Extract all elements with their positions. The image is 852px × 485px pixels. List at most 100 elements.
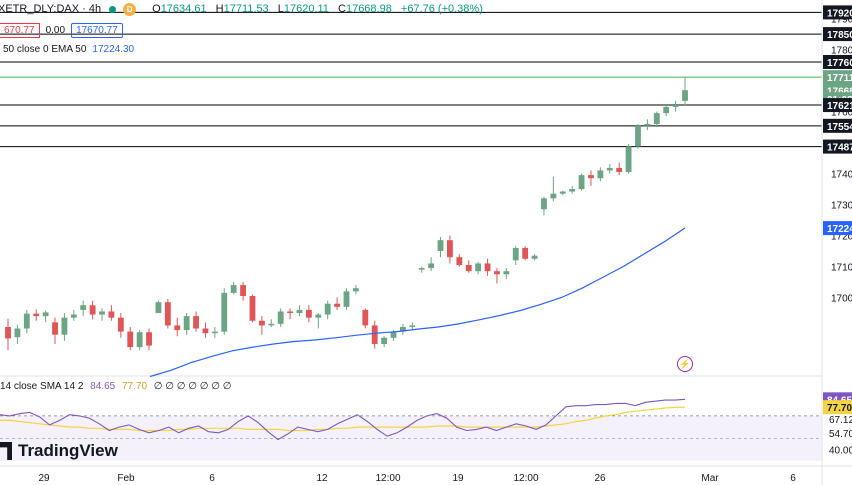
time-tick-label: 26 xyxy=(594,473,606,484)
price-tag-label: 17224 xyxy=(827,224,852,235)
tradingview-logo[interactable]: TradingView xyxy=(0,441,118,461)
price-tag-label: 17711 xyxy=(827,73,852,84)
candle xyxy=(183,316,190,331)
sell-button[interactable]: 670.77 xyxy=(0,22,40,38)
rsi-tick-label: 40.00 xyxy=(829,446,852,457)
candle xyxy=(5,326,11,339)
candle xyxy=(146,332,152,346)
candle xyxy=(296,309,303,314)
candle xyxy=(33,313,40,317)
rsi-tag xyxy=(823,400,852,415)
candle xyxy=(672,105,679,107)
candle xyxy=(117,317,124,332)
rsi-sma-line xyxy=(0,406,686,432)
candle xyxy=(625,146,632,173)
ema-line xyxy=(149,227,686,378)
candle xyxy=(494,271,500,275)
rsi-legend[interactable]: 14 close SMA 14 2 84.65 77.70 ∅ ∅ ∅ ∅ ∅ … xyxy=(0,381,231,392)
candle xyxy=(371,325,378,345)
candle xyxy=(315,314,322,318)
price-tag xyxy=(823,98,852,113)
rsi-legend-value: 84.65 xyxy=(90,381,116,392)
time-tick-label: 12:00 xyxy=(513,473,538,484)
price-tag xyxy=(823,27,852,42)
candle xyxy=(240,285,246,296)
candle xyxy=(174,325,181,331)
candle xyxy=(108,311,115,318)
price-tag-label: 17554 xyxy=(827,122,852,133)
candle xyxy=(428,263,435,269)
rsi-tick-label: 54.70 xyxy=(829,429,852,440)
candle xyxy=(400,326,406,332)
time-tick-label: Mar xyxy=(701,473,719,484)
candle xyxy=(588,175,594,179)
order-row: 670.77 0.00 17670.77 xyxy=(0,22,123,38)
candle xyxy=(52,322,58,335)
candle xyxy=(352,288,359,292)
candle xyxy=(644,123,651,126)
time-tick-label: 29 xyxy=(38,473,50,484)
candle xyxy=(42,312,49,317)
candle xyxy=(381,337,388,345)
candle xyxy=(522,247,529,259)
candle xyxy=(305,309,312,318)
price-tag-label: 17920 xyxy=(827,8,852,19)
candle xyxy=(343,291,350,307)
candle xyxy=(99,311,105,315)
close-value: 17668.98 xyxy=(345,3,392,15)
candle xyxy=(14,328,21,338)
candle xyxy=(61,317,68,335)
candle xyxy=(578,175,585,190)
price-tick-label: 17200 xyxy=(831,232,852,243)
candle xyxy=(465,264,472,272)
candle xyxy=(550,193,557,199)
delay-badge[interactable]: D xyxy=(123,2,137,16)
price-tag xyxy=(823,5,852,20)
candle xyxy=(324,303,331,315)
price-tick-label: 17300 xyxy=(831,201,852,212)
time-tick-label: Feb xyxy=(117,473,135,484)
flash-icon[interactable]: ⚡ xyxy=(677,356,693,372)
ema-legend-label: 50 close 0 EMA 50 xyxy=(3,44,87,55)
candle xyxy=(418,268,425,270)
candle xyxy=(663,106,670,114)
buy-button[interactable]: 17670.77 xyxy=(71,22,123,38)
time-tick-label: 6 xyxy=(209,473,215,484)
price-tag xyxy=(823,139,852,154)
candle xyxy=(230,285,237,293)
rsi-legend-label: 14 close SMA 14 2 xyxy=(0,381,84,392)
candle xyxy=(682,90,688,101)
time-tick-label: 6 xyxy=(790,473,796,484)
candle xyxy=(23,313,30,329)
candle xyxy=(164,302,171,326)
candle xyxy=(127,331,134,348)
candle xyxy=(635,125,641,147)
price-tag xyxy=(823,70,852,85)
candle xyxy=(70,314,77,318)
ohlc-values: O17634.61 H17711.53 L17620.11 C17668.98 … xyxy=(152,3,483,15)
candle xyxy=(437,240,444,252)
rsi-legend-zeros: ∅ ∅ ∅ ∅ ∅ ∅ ∅ xyxy=(153,381,232,392)
candle xyxy=(597,170,604,179)
candle xyxy=(409,325,416,327)
rsi-tick-label: 67.12 xyxy=(829,415,852,426)
price-tick-label: 17900 xyxy=(831,15,852,26)
candle xyxy=(541,198,547,210)
candle xyxy=(221,292,228,332)
candle xyxy=(249,295,256,321)
price-tag-label: 17850 xyxy=(827,30,852,41)
price-tick-label: 17000 xyxy=(831,294,852,305)
price-tag xyxy=(823,54,852,69)
live-status-icon xyxy=(109,5,117,13)
candle xyxy=(258,320,265,326)
candle xyxy=(606,167,613,171)
candle xyxy=(89,305,96,315)
tradingview-wordmark: TradingView xyxy=(18,441,118,460)
ema-legend[interactable]: 50 close 0 EMA 50 17224.30 xyxy=(3,44,134,55)
symbol-label[interactable]: XETR_DLY:DAX · 4h xyxy=(0,3,102,15)
price-tick-label: 17800 xyxy=(831,46,852,57)
price-tick-label: 17100 xyxy=(831,263,852,274)
rsi-sma-legend-value: 77.70 xyxy=(121,381,148,392)
